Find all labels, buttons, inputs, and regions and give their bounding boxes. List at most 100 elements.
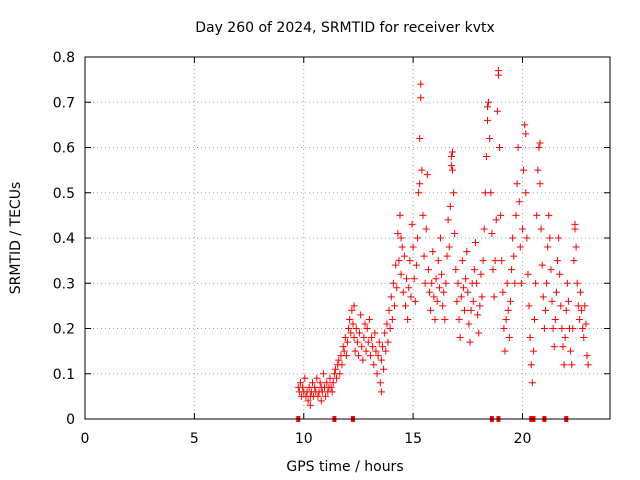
data-point <box>564 297 572 305</box>
y-tick-label: 0.5 <box>53 186 75 202</box>
data-point <box>446 202 454 210</box>
y-tick-label: 0.2 <box>53 322 75 338</box>
data-point <box>409 243 417 251</box>
data-point <box>346 315 354 323</box>
x-tick-label: 5 <box>190 431 199 447</box>
data-point <box>381 329 389 337</box>
data-point <box>435 284 443 292</box>
data-point <box>539 293 547 301</box>
x-tick-label: 20 <box>514 431 532 447</box>
data-point <box>371 329 379 337</box>
axis-ticks <box>84 56 610 420</box>
data-point <box>427 306 435 314</box>
data-point <box>377 356 385 364</box>
data-point <box>322 392 330 400</box>
data-point <box>444 216 452 224</box>
data-point <box>392 261 400 269</box>
data-point <box>345 325 353 332</box>
data-point <box>426 288 434 296</box>
data-point <box>327 383 335 391</box>
data-point <box>419 211 427 219</box>
data-point <box>424 266 432 274</box>
data-point <box>395 257 403 265</box>
data-point <box>463 248 471 256</box>
grid <box>85 57 610 419</box>
data-point <box>467 306 475 314</box>
data-point <box>536 139 544 147</box>
data-point <box>571 220 579 228</box>
data-point <box>517 279 525 287</box>
x-tick-label: 0 <box>81 431 90 447</box>
data-point <box>408 220 416 228</box>
data-point <box>388 315 396 323</box>
data-point <box>449 148 456 156</box>
data-point <box>563 279 571 287</box>
data-point <box>568 361 576 369</box>
data-point <box>311 383 319 391</box>
data-point <box>328 388 336 396</box>
data-point <box>489 266 497 274</box>
data-point <box>473 279 481 287</box>
data-point <box>543 279 551 287</box>
data-point <box>431 315 439 323</box>
data-point <box>317 397 325 405</box>
data-point <box>496 144 504 151</box>
data-point <box>546 234 554 242</box>
data-point <box>498 257 506 265</box>
data-point <box>547 266 555 274</box>
data-point <box>557 302 565 310</box>
data-point <box>584 361 592 369</box>
data-point <box>364 338 372 346</box>
data-point <box>513 180 521 188</box>
data-point <box>528 379 536 387</box>
data-point <box>414 234 421 242</box>
data-point <box>470 266 478 274</box>
data-point <box>299 383 307 391</box>
data-point <box>379 343 386 351</box>
data-point <box>492 216 500 224</box>
data-point <box>362 347 370 355</box>
data-point <box>502 315 510 323</box>
data-point <box>376 379 384 387</box>
data-point <box>442 279 450 287</box>
data-point <box>548 297 556 305</box>
y-tick-label: 0.6 <box>53 141 75 157</box>
x-tick-labels: 0 5 10 15 20 <box>81 431 532 447</box>
data-point <box>417 94 425 102</box>
data-point <box>508 266 516 274</box>
data-point <box>535 144 543 151</box>
data-point <box>314 392 322 400</box>
data-point <box>552 288 560 296</box>
data-point <box>533 211 541 219</box>
data-point <box>576 288 584 296</box>
data-points <box>294 67 592 409</box>
data-point <box>323 379 331 387</box>
data-point <box>583 352 591 360</box>
data-point <box>396 211 404 219</box>
data-point <box>551 315 559 323</box>
data-point <box>499 288 507 296</box>
data-point <box>479 257 487 265</box>
data-point <box>536 180 544 188</box>
data-point <box>476 302 484 310</box>
data-point <box>537 225 545 233</box>
y-tick-label: 0.3 <box>53 276 75 292</box>
data-point <box>407 293 415 301</box>
data-point <box>418 166 426 174</box>
data-point <box>394 229 402 237</box>
data-point <box>550 343 558 351</box>
data-point <box>527 361 535 369</box>
data-point <box>519 225 526 233</box>
data-point <box>514 144 522 151</box>
data-point <box>441 315 449 323</box>
data-point <box>452 266 460 274</box>
data-point <box>556 270 564 278</box>
data-point <box>464 288 472 296</box>
data-point <box>453 297 461 305</box>
y-tick-label: 0.7 <box>53 95 75 111</box>
data-point <box>469 297 477 305</box>
data-point <box>544 243 552 251</box>
data-point <box>512 211 520 219</box>
data-point <box>393 284 401 292</box>
data-point <box>373 370 381 378</box>
